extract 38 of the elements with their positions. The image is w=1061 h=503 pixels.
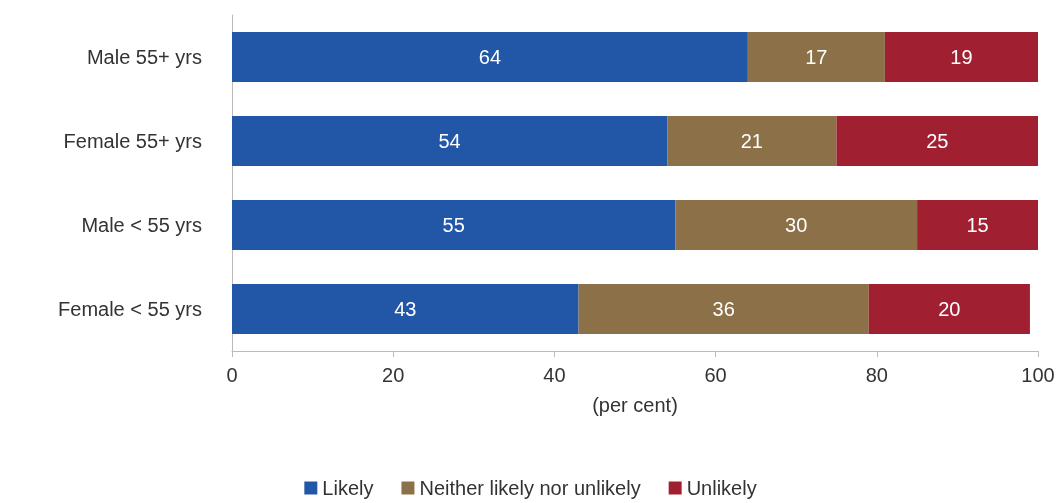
x-tick-label: 20 <box>382 364 405 386</box>
y-tick-label: Female < 55 yrs <box>58 298 202 320</box>
bar <box>747 32 885 82</box>
x-axis-title: (per cent) <box>592 394 678 416</box>
data-label: 20 <box>938 298 961 320</box>
bar <box>917 200 1038 250</box>
data-label: 17 <box>805 46 828 68</box>
x-tick-label: 60 <box>704 364 727 386</box>
data-label: 15 <box>966 214 989 236</box>
legend-label: Neither likely nor unlikely <box>419 477 641 499</box>
y-tick-label: Female 55+ yrs <box>63 130 202 152</box>
data-label: 64 <box>478 46 502 68</box>
bar <box>836 116 1038 166</box>
data-label: 21 <box>740 130 763 152</box>
data-label: 36 <box>712 298 735 320</box>
data-label: 30 <box>785 214 808 236</box>
x-tick-label: 100 <box>1021 364 1055 386</box>
x-tick-label: 0 <box>226 364 238 386</box>
bar <box>868 284 1030 334</box>
legend-label: Unlikely <box>686 477 757 499</box>
data-label: 25 <box>926 130 949 152</box>
bar <box>232 200 676 250</box>
x-tick-label: 40 <box>543 364 566 386</box>
x-tick-label: 80 <box>865 364 888 386</box>
data-label: 19 <box>950 46 973 68</box>
data-label: 43 <box>394 298 417 320</box>
data-label: 55 <box>442 214 465 236</box>
bar <box>232 32 748 82</box>
bar <box>578 284 869 334</box>
bar <box>232 284 579 334</box>
bar <box>667 116 837 166</box>
bar <box>884 32 1038 82</box>
y-tick-label: Male < 55 yrs <box>81 214 202 236</box>
legend-label: Likely <box>322 477 374 499</box>
bar <box>232 116 668 166</box>
bar <box>675 200 918 250</box>
y-tick-label: Male 55+ yrs <box>86 46 202 68</box>
data-label: 54 <box>438 130 461 152</box>
